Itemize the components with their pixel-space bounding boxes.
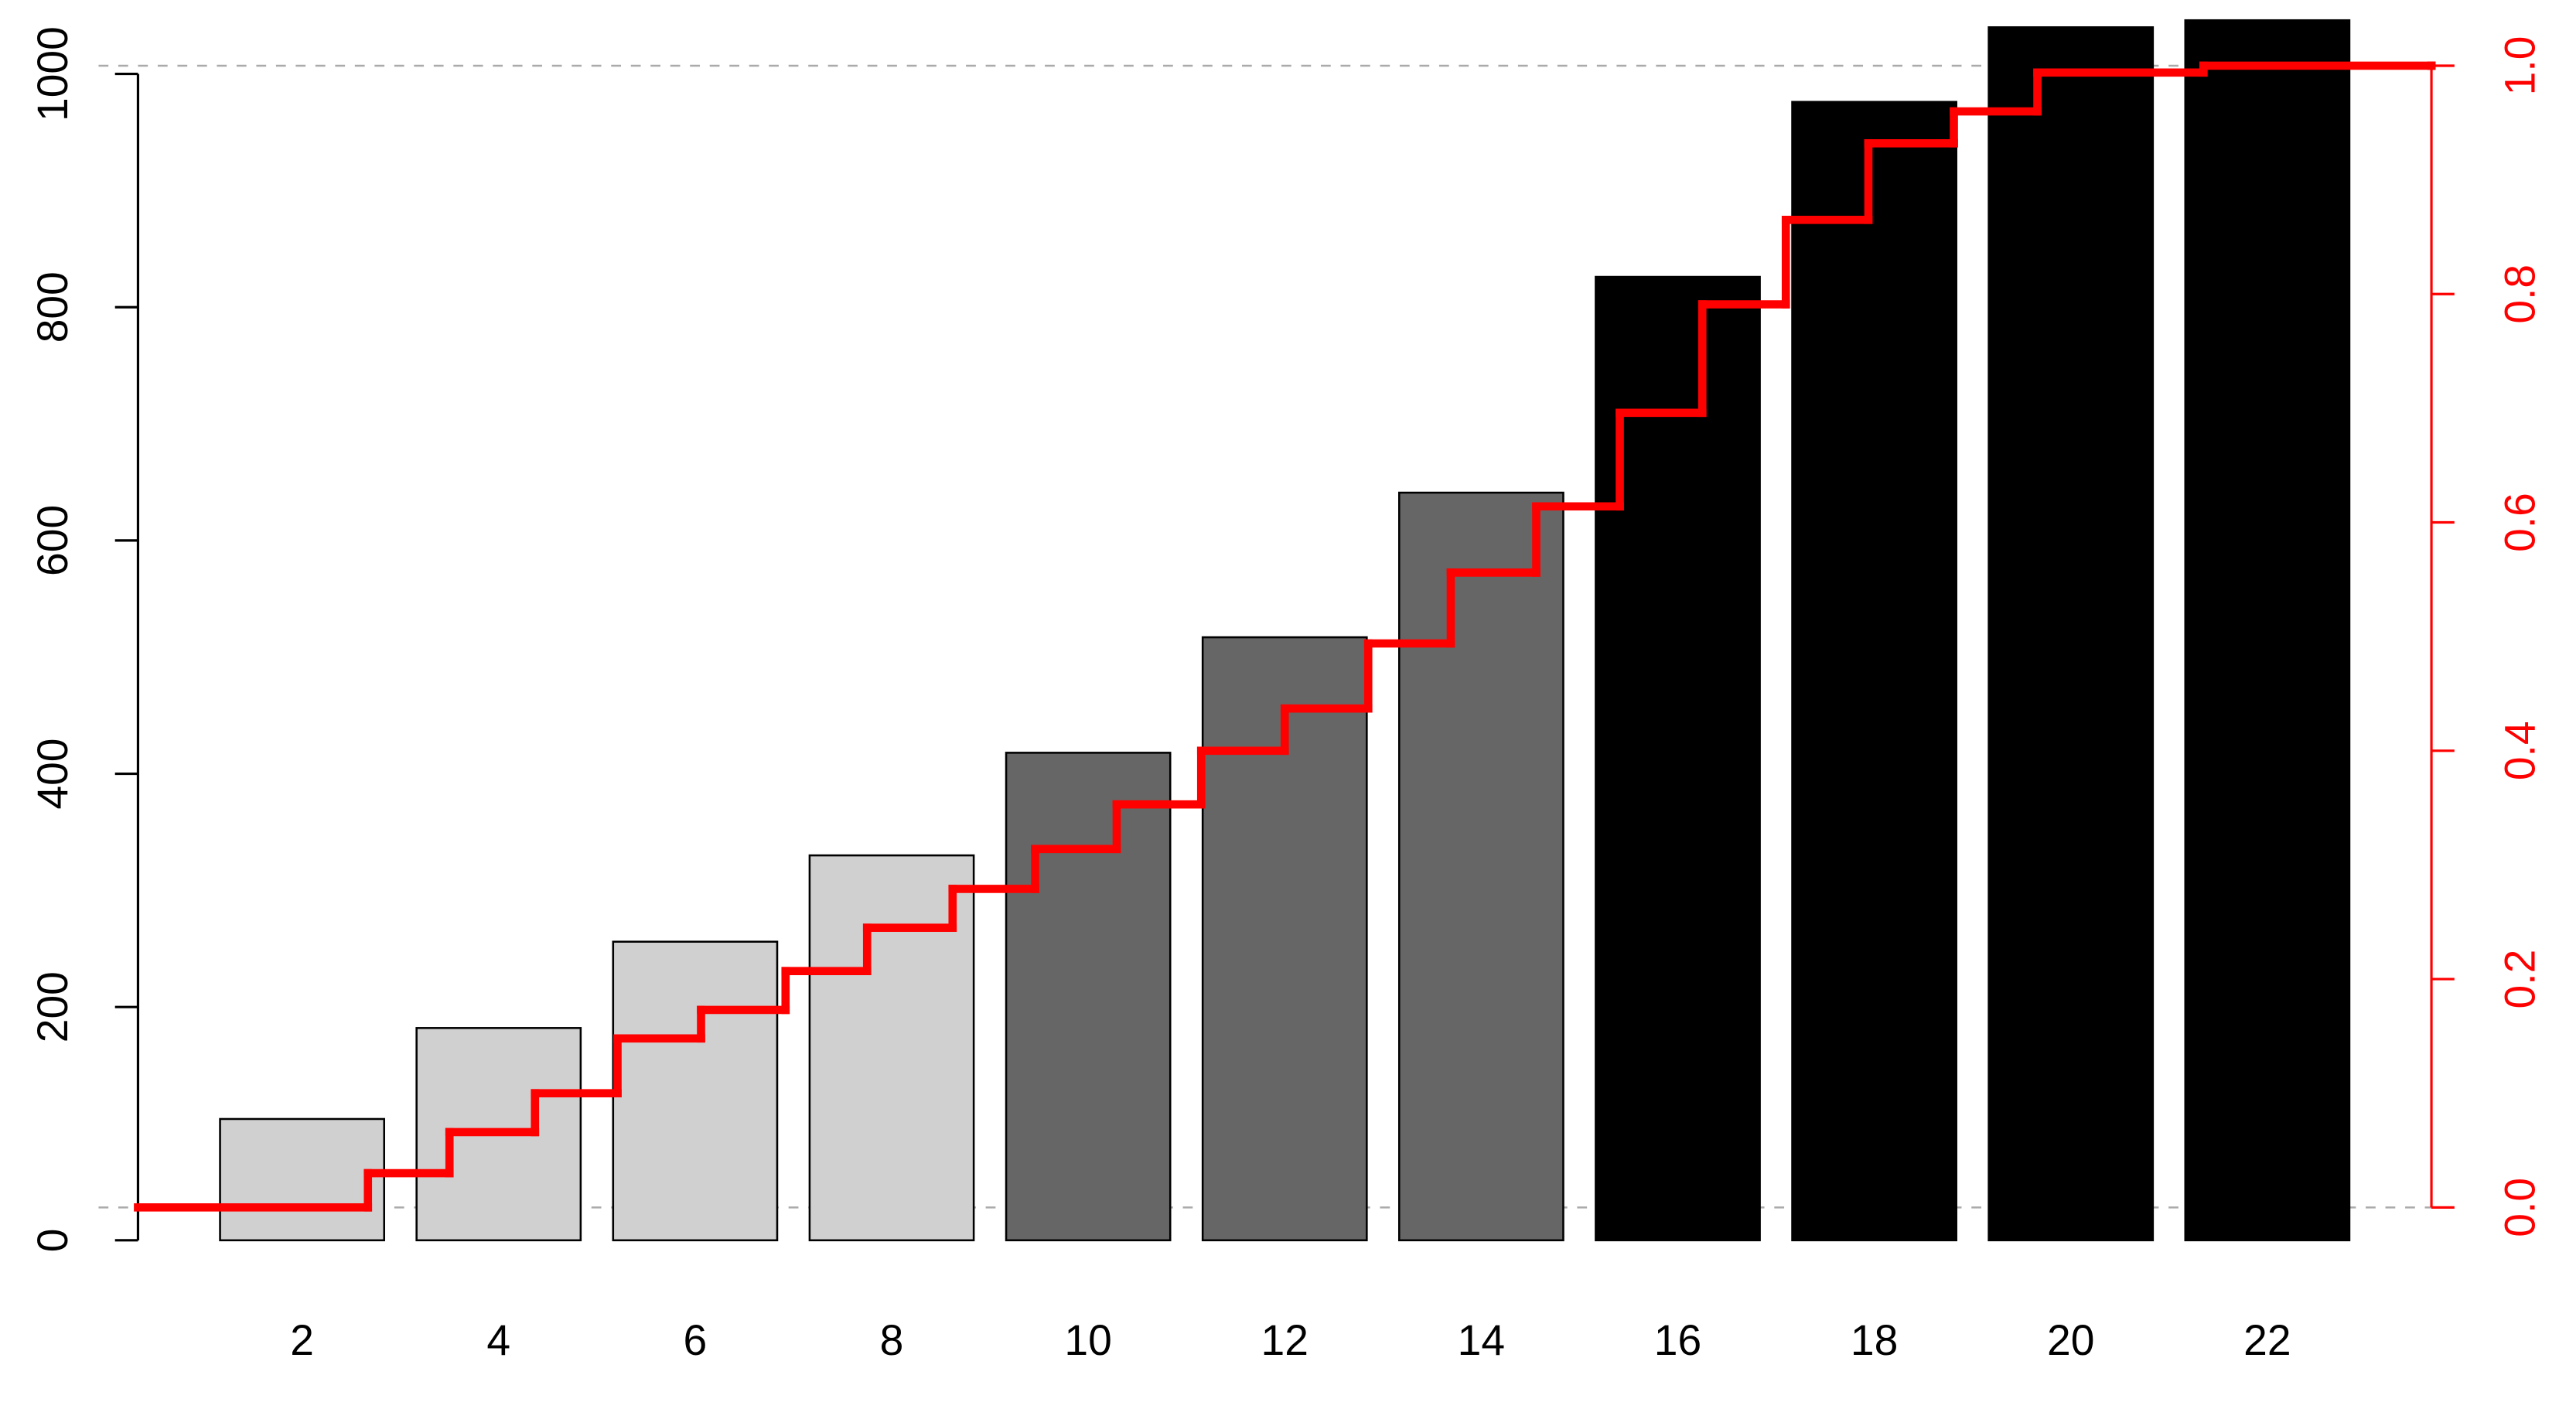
bar: [1398, 491, 1564, 1242]
x-tick-label: 18: [1851, 1316, 1898, 1364]
y-tick-label: 400: [29, 738, 77, 809]
y2-tick-label: 1.0: [2496, 36, 2544, 96]
x-tick-label: 16: [1654, 1316, 1701, 1364]
y2-tick-label: 0.0: [2496, 1178, 2544, 1237]
bar: [2184, 19, 2351, 1242]
bar: [1987, 26, 2155, 1242]
y-tick-label: 1000: [29, 26, 77, 121]
bar: [808, 854, 975, 1242]
x-tick-label: 12: [1261, 1316, 1308, 1364]
x-tick-label: 2: [290, 1316, 314, 1364]
bar: [612, 940, 779, 1242]
x-tick-label: 10: [1064, 1316, 1111, 1364]
x-tick-label: 6: [684, 1316, 708, 1364]
y2-tick-label: 0.2: [2496, 950, 2544, 1009]
x-tick-label: 20: [2047, 1316, 2094, 1364]
y-tick-label: 600: [29, 505, 77, 576]
x-tick-label: 8: [880, 1316, 904, 1364]
y2-tick-label: 0.8: [2496, 264, 2544, 324]
x-tick-label: 22: [2243, 1316, 2291, 1364]
x-tick-label: 4: [486, 1316, 510, 1364]
x-tick-label: 14: [1458, 1316, 1505, 1364]
y-tick-label: 0: [29, 1228, 77, 1252]
y-tick-label: 800: [29, 271, 77, 343]
y2-tick-label: 0.6: [2496, 493, 2544, 552]
bar: [1005, 752, 1172, 1242]
y2-tick-label: 0.4: [2496, 721, 2544, 780]
bar: [1791, 101, 1957, 1242]
y-tick-label: 200: [29, 971, 77, 1042]
bar: [219, 1117, 386, 1242]
